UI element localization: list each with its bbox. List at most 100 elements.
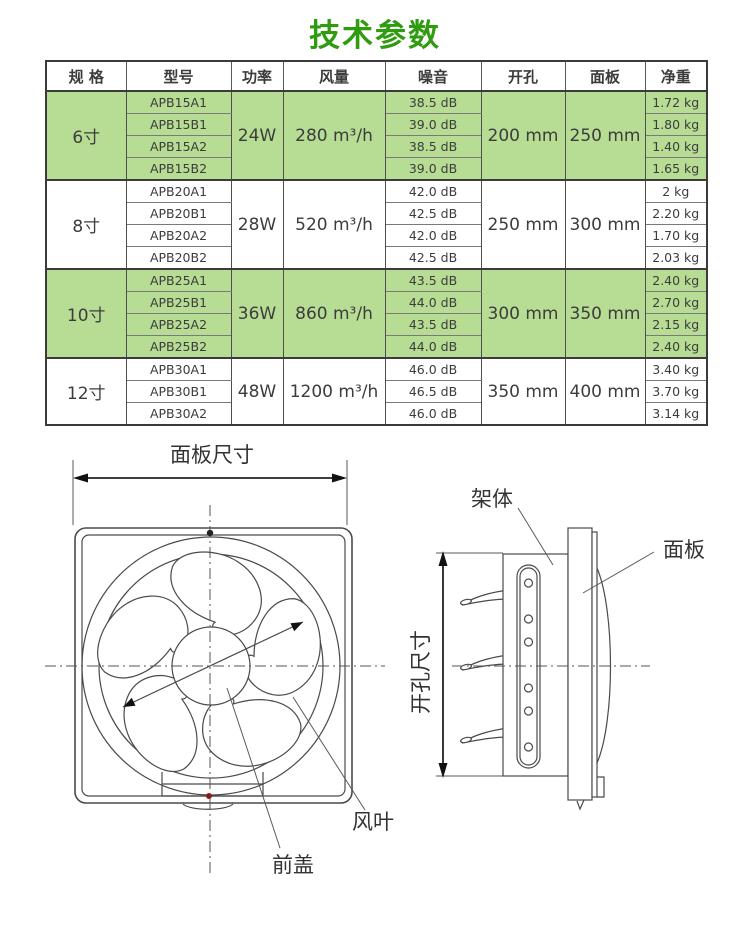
weight-cell: 1.65 kg xyxy=(644,157,708,181)
noise-cell: 42.0 dB xyxy=(384,179,482,203)
airflow-cell: 280 m³/h xyxy=(282,90,386,181)
column-header-panel: 面板 xyxy=(564,60,646,92)
cover-leader-line xyxy=(226,687,281,849)
noise-cell: 39.0 dB xyxy=(384,113,482,136)
table-row: APB25B2 44.0 dB 2.40 kg xyxy=(46,335,708,359)
size-cell: 6寸 xyxy=(45,90,127,181)
table-row: APB30A2 46.0 dB 3.14 kg xyxy=(46,402,708,426)
opening-cell: 200 mm xyxy=(480,90,566,181)
frame-screw-holes xyxy=(523,578,534,752)
noise-cell: 38.5 dB xyxy=(384,135,482,158)
airflow-cell: 1200 m³/h xyxy=(282,357,386,426)
noise-cell: 42.5 dB xyxy=(384,202,482,225)
frame-label: 架体 xyxy=(471,487,513,511)
panel-bottom-step xyxy=(597,776,605,798)
model-cell: APB30A1 xyxy=(125,357,232,381)
diameter-arrowhead-upper xyxy=(290,622,303,632)
model-cell: APB20B2 xyxy=(125,246,232,270)
screw-hole xyxy=(523,706,534,716)
weight-cell: 3.40 kg xyxy=(644,357,708,381)
table-row: 6寸 APB15A1 24W 280 m³/h 38.5 dB 200 mm 250 mm 1… xyxy=(45,90,708,181)
noise-cell: 42.0 dB xyxy=(384,224,482,247)
power-cell: 36W xyxy=(230,268,284,359)
panel-cell: 350 mm xyxy=(564,268,646,359)
table-row: APB20B1 42.5 dB 2.20 kg xyxy=(46,202,708,225)
weight-cell: 2.15 kg xyxy=(644,313,708,336)
power-cell: 24W xyxy=(230,90,284,181)
indicator-dot xyxy=(206,793,212,799)
side-panel-layer xyxy=(591,531,598,798)
weight-cell: 3.14 kg xyxy=(644,402,708,426)
size-cell: 12寸 xyxy=(45,357,127,426)
power-cell: 48W xyxy=(230,357,284,426)
panel-bottom-hook xyxy=(576,799,585,811)
front-view-diagram: 面板尺寸 前盖 xyxy=(45,443,394,877)
table-row: 8寸 APB20A1 28W 520 m³/h 42.0 dB 250 mm 300 mm 2… xyxy=(45,179,708,270)
top-center-dot xyxy=(206,529,214,537)
weight-cell: 1.80 kg xyxy=(644,113,708,136)
model-cell: APB20A1 xyxy=(125,179,232,203)
table-row: APB30B1 46.5 dB 3.70 kg xyxy=(46,380,708,403)
fan-blade-label: 风叶 xyxy=(352,810,394,834)
weight-cell: 2.40 kg xyxy=(644,335,708,359)
noise-cell: 46.0 dB xyxy=(384,357,482,381)
panel-dimension-label: 面板尺寸 xyxy=(170,443,254,467)
noise-cell: 42.5 dB xyxy=(384,246,482,270)
spec-table-body: 6寸 APB15A1 24W 280 m³/h 38.5 dB 200 mm 250 mm 1… xyxy=(45,90,708,426)
bottom-bracket xyxy=(182,803,234,810)
opening-cell: 250 mm xyxy=(480,179,566,270)
weight-cell: 1.72 kg xyxy=(644,90,708,114)
noise-cell: 46.0 dB xyxy=(384,402,482,426)
shutter-bulge-arc xyxy=(596,567,612,764)
dimension-arrowhead-bottom xyxy=(438,763,448,778)
side-blade-tip xyxy=(460,598,472,606)
side-blade-tip xyxy=(460,663,472,671)
table-row: APB15B1 39.0 dB 1.80 kg xyxy=(46,113,708,136)
noise-cell: 44.0 dB xyxy=(384,335,482,359)
dimension-arrowhead-top xyxy=(438,551,448,566)
page-title: 技术参数 xyxy=(309,18,441,54)
column-header-noise: 噪音 xyxy=(384,60,482,92)
side-panel xyxy=(567,527,593,801)
noise-cell: 46.5 dB xyxy=(384,380,482,403)
column-header-opening: 开孔 xyxy=(480,60,566,92)
model-cell: APB15A2 xyxy=(125,135,232,158)
blade-leader-line xyxy=(292,696,366,811)
weight-cell: 3.70 kg xyxy=(644,380,708,403)
model-cell: APB20B1 xyxy=(125,202,232,225)
opening-dimension-label: 开孔尺寸 xyxy=(409,630,433,714)
table-row: APB20A2 42.0 dB 1.70 kg xyxy=(46,224,708,247)
panel-cell: 250 mm xyxy=(564,90,646,181)
panel-leader-line xyxy=(582,551,655,594)
column-header-spec: 规 格 xyxy=(45,60,127,92)
front-cover-label: 前盖 xyxy=(272,853,314,877)
weight-cell: 1.70 kg xyxy=(644,224,708,247)
power-cell: 28W xyxy=(230,179,284,270)
model-cell: APB25A2 xyxy=(125,313,232,336)
noise-cell: 44.0 dB xyxy=(384,291,482,314)
screw-hole xyxy=(523,683,534,693)
screw-hole xyxy=(523,614,534,624)
weight-cell: 2.03 kg xyxy=(644,246,708,270)
size-cell: 8寸 xyxy=(45,179,127,270)
opening-cell: 300 mm xyxy=(480,268,566,359)
model-cell: APB15A1 xyxy=(125,90,232,114)
panel-cell: 400 mm xyxy=(564,357,646,426)
table-row: 10寸 APB25A1 36W 860 m³/h 43.5 dB 300 mm 350 mm… xyxy=(45,268,708,359)
diameter-arrowhead-lower xyxy=(123,697,136,707)
model-cell: APB30A2 xyxy=(125,402,232,426)
model-cell: APB25B2 xyxy=(125,335,232,359)
airflow-cell: 520 m³/h xyxy=(282,179,386,270)
opening-cell: 350 mm xyxy=(480,357,566,426)
column-header-weight: 净重 xyxy=(644,60,708,92)
table-row: APB25A2 43.5 dB 2.15 kg xyxy=(46,313,708,336)
spec-table: 规 格 型号 功率 风量 噪音 开孔 面板 净重 6寸 APB15A1 24W 280… xyxy=(45,60,708,426)
frame-body xyxy=(502,553,569,777)
impeller-diameter-arrow xyxy=(122,621,304,708)
side-view-diagram: 开孔尺寸 架体 xyxy=(409,487,705,811)
model-cell: APB20A2 xyxy=(125,224,232,247)
panel-cell: 300 mm xyxy=(564,179,646,270)
dimension-arrowhead-left xyxy=(73,473,88,483)
weight-cell: 2.40 kg xyxy=(644,268,708,292)
